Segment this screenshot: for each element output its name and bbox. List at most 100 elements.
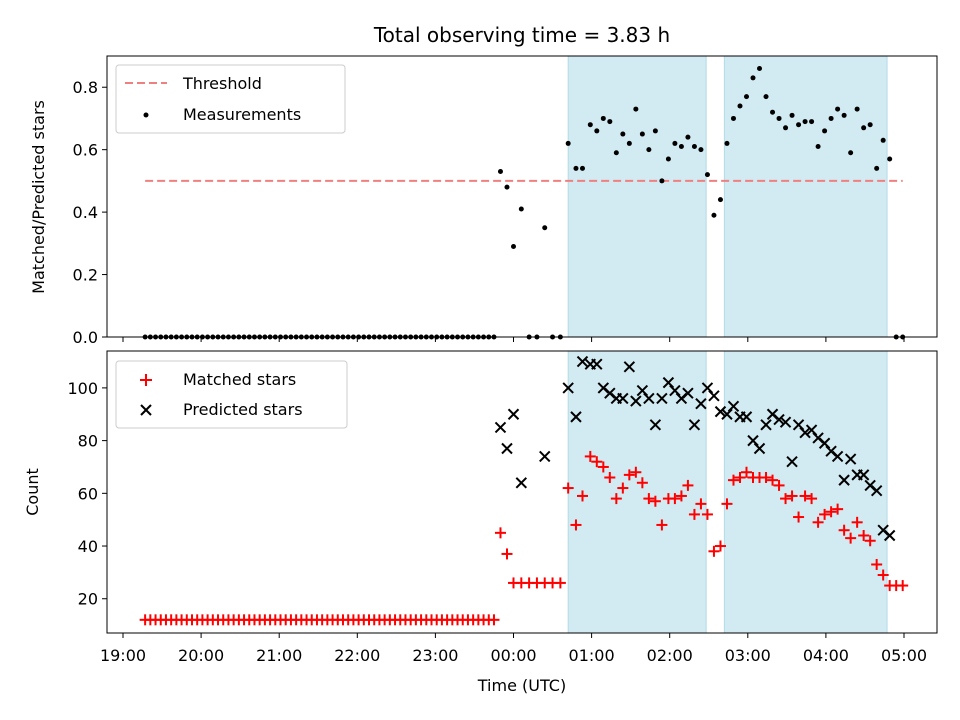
measurement-point <box>652 128 658 134</box>
measurement-point <box>594 128 600 134</box>
predicted-point <box>494 421 507 434</box>
top-y-axis: 0.0 0.2 0.4 0.6 0.8 <box>73 78 107 347</box>
measurement-point <box>704 172 710 178</box>
legend-measurements-label: Measurements <box>183 105 301 124</box>
measurement-point <box>633 106 639 112</box>
matched-point <box>554 577 566 589</box>
measurement-point <box>815 144 821 150</box>
top-axes-frame <box>106 55 938 338</box>
matched-point <box>562 482 574 494</box>
matched-point <box>630 466 642 478</box>
matched-point <box>806 493 818 505</box>
matched-point <box>871 558 883 570</box>
matched-point <box>584 450 596 462</box>
top-legend-box <box>115 64 346 134</box>
bottom-observing-windows <box>567 350 888 634</box>
predicted-point <box>682 387 694 399</box>
matched-point <box>721 498 733 510</box>
measurement-point <box>867 122 873 128</box>
measurement-point <box>802 119 808 125</box>
predicted-point <box>507 408 520 420</box>
predicted-point <box>630 395 642 407</box>
matched-point <box>780 493 792 505</box>
predicted-point <box>591 358 603 370</box>
bottom-y-axis: 20 40 60 80 100 <box>67 379 107 609</box>
matched-point <box>799 490 811 502</box>
matched-point <box>714 540 726 552</box>
measurement-point <box>579 165 585 171</box>
matched-point <box>786 490 798 502</box>
bottom-legend-box <box>115 360 348 429</box>
matched-point <box>864 535 876 547</box>
measurement-point <box>880 137 886 143</box>
matched-point <box>576 490 588 502</box>
matched-point <box>819 508 831 520</box>
measurement-point <box>737 103 743 109</box>
predicted-point <box>576 355 589 368</box>
measurement-point <box>587 122 593 128</box>
top-y-tick-label: 0.8 <box>73 78 98 97</box>
x-tick-label: 00:00 <box>490 646 536 665</box>
top-y-tick-label: 0.4 <box>73 203 98 222</box>
measurement-point <box>565 140 571 146</box>
predicted-point <box>857 469 870 481</box>
matched-point <box>591 456 603 468</box>
predicted-point <box>708 390 720 402</box>
matched-point <box>727 474 739 486</box>
measurement-point <box>511 243 516 249</box>
legend-measurements-swatch <box>143 112 149 118</box>
matched-point <box>636 477 648 489</box>
predicted-point <box>727 400 740 413</box>
matched-point <box>669 493 681 505</box>
matched-point <box>656 519 668 531</box>
measurement-point <box>854 106 860 112</box>
measurement-point <box>678 144 684 150</box>
measurement-point <box>848 150 854 156</box>
predicted-point <box>617 392 629 405</box>
measurement-point <box>861 125 867 131</box>
measurement-point <box>613 150 619 156</box>
predicted-point <box>570 411 582 423</box>
matched-point <box>643 493 655 505</box>
measurement-point <box>874 165 880 171</box>
bottom-legend: Matched stars Predicted stars <box>115 360 348 429</box>
bottom-y-axis-label: Count <box>23 468 42 516</box>
measurement-point <box>730 115 736 121</box>
predicted-point <box>844 453 857 465</box>
predicted-point <box>714 405 727 418</box>
measurement-point <box>717 197 723 203</box>
measurement-point <box>789 112 795 118</box>
matched-point <box>617 482 629 494</box>
matched-point <box>825 506 837 518</box>
x-tick-label: 04:00 <box>803 646 849 665</box>
measurement-point <box>607 119 613 125</box>
predicted-point <box>870 484 883 497</box>
matched-point <box>858 529 870 541</box>
bottom-y-tick-label: 20 <box>78 590 98 609</box>
top-x-ticks <box>122 337 905 342</box>
measurement-point <box>757 65 763 71</box>
predicted-point <box>760 419 772 431</box>
measurement-point <box>620 131 626 137</box>
matched-point <box>897 580 909 592</box>
matched-point <box>838 524 850 536</box>
matched-point <box>570 519 582 531</box>
matched-point <box>488 614 500 626</box>
bottom-panel: 20 40 60 80 100 19:00 20:00 21:00 22:00 23:00 00:… <box>23 350 938 695</box>
predicted-point <box>562 382 574 394</box>
measurement-point <box>828 115 834 121</box>
measurement-point <box>770 109 776 115</box>
matched-point <box>610 493 622 505</box>
x-tick-label: 23:00 <box>412 646 458 665</box>
measurement-point <box>665 156 671 162</box>
matched-point <box>851 516 863 528</box>
bottom-y-tick-label: 40 <box>78 537 98 556</box>
top-y-axis-label: Matched/Predicted stars <box>29 100 48 294</box>
bottom-y-tick-label: 80 <box>78 432 98 451</box>
measurement-point <box>504 184 510 190</box>
predicted-point <box>643 392 655 405</box>
predicted-point <box>695 398 707 410</box>
x-tick-label: 01:00 <box>569 646 615 665</box>
measurement-point <box>750 75 756 81</box>
predicted-point <box>773 413 785 426</box>
